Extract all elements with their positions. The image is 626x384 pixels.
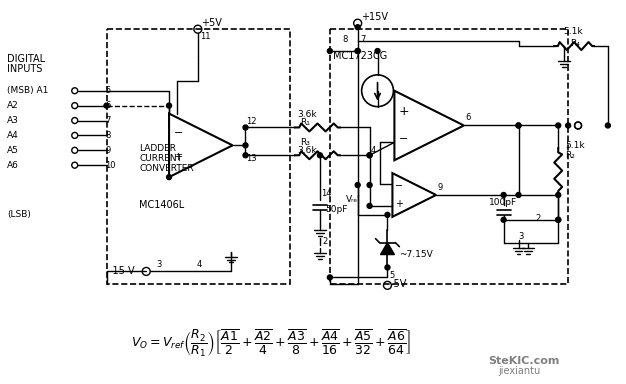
Circle shape	[501, 192, 506, 197]
Text: 7: 7	[106, 116, 111, 125]
Text: +: +	[398, 105, 409, 118]
Circle shape	[556, 217, 561, 222]
Text: 6: 6	[465, 113, 470, 122]
Text: A5: A5	[8, 146, 19, 155]
Circle shape	[516, 123, 521, 128]
Circle shape	[516, 123, 521, 128]
Text: 13: 13	[247, 154, 257, 163]
Circle shape	[167, 103, 172, 108]
Text: 2: 2	[535, 214, 540, 223]
Circle shape	[243, 125, 248, 130]
Polygon shape	[381, 243, 394, 255]
Text: 3: 3	[156, 260, 162, 269]
Circle shape	[375, 48, 380, 53]
Text: +15V: +15V	[361, 12, 387, 22]
Circle shape	[385, 265, 390, 270]
Text: MC1406L: MC1406L	[139, 200, 185, 210]
Polygon shape	[169, 114, 233, 177]
Circle shape	[367, 204, 372, 209]
Text: A2: A2	[8, 101, 19, 110]
Text: A6: A6	[8, 161, 19, 170]
Text: 9: 9	[106, 146, 111, 155]
Text: 4: 4	[197, 260, 202, 269]
Text: 3.6k: 3.6k	[297, 146, 317, 155]
Circle shape	[385, 212, 390, 217]
Circle shape	[556, 192, 561, 197]
Circle shape	[367, 153, 372, 158]
Text: -15 V: -15 V	[110, 266, 135, 276]
Text: 5.1k: 5.1k	[565, 141, 585, 150]
Circle shape	[167, 175, 172, 180]
Circle shape	[317, 153, 322, 158]
Circle shape	[243, 153, 248, 158]
Text: 14: 14	[321, 189, 331, 199]
Circle shape	[605, 123, 610, 128]
Circle shape	[355, 25, 360, 30]
Circle shape	[327, 275, 332, 280]
Text: +: +	[396, 199, 403, 209]
Circle shape	[367, 182, 372, 187]
Text: 4: 4	[371, 146, 376, 155]
Circle shape	[327, 48, 332, 53]
Text: A3: A3	[8, 116, 19, 125]
Text: R₄: R₄	[570, 38, 580, 48]
Text: 7: 7	[361, 35, 366, 44]
Text: SteKIC.com: SteKIC.com	[489, 356, 560, 366]
Circle shape	[355, 182, 360, 187]
Text: (LSB): (LSB)	[8, 210, 31, 219]
Text: INPUTS: INPUTS	[8, 64, 43, 74]
Text: 2: 2	[322, 237, 327, 246]
Text: 3: 3	[518, 232, 524, 241]
Circle shape	[501, 217, 506, 222]
Text: 3.6k: 3.6k	[297, 110, 317, 119]
Circle shape	[355, 48, 360, 53]
Text: A4: A4	[8, 131, 19, 140]
Text: Vᵣₑᶠ: Vᵣₑᶠ	[346, 195, 361, 204]
Circle shape	[556, 123, 561, 128]
Text: -5V: -5V	[391, 279, 407, 289]
Text: 6: 6	[106, 101, 111, 110]
Text: jiexiantu: jiexiantu	[499, 366, 541, 376]
Text: (MSB) A1: (MSB) A1	[8, 86, 49, 95]
Text: 9: 9	[437, 182, 443, 192]
Text: ~7.15V: ~7.15V	[399, 250, 433, 259]
Circle shape	[516, 192, 521, 197]
Circle shape	[104, 103, 109, 108]
Text: 5.1k: 5.1k	[563, 26, 583, 36]
Text: 8: 8	[106, 131, 111, 140]
Text: −: −	[396, 181, 404, 191]
Circle shape	[566, 123, 571, 128]
Text: +: +	[174, 152, 183, 162]
Text: LADDER: LADDER	[139, 144, 177, 153]
Text: 8: 8	[342, 35, 348, 44]
Text: R₃: R₃	[300, 138, 310, 147]
Text: −: −	[174, 128, 183, 138]
Text: 5: 5	[106, 86, 111, 95]
Text: 50pF: 50pF	[325, 205, 347, 214]
Text: −: −	[398, 134, 408, 144]
Text: R₁: R₁	[300, 118, 310, 127]
Text: 5: 5	[389, 271, 394, 280]
Circle shape	[355, 48, 360, 53]
Text: 100pF: 100pF	[489, 199, 517, 207]
Text: $V_O = V_{ref}\left(\dfrac{R_2}{R_1}\right)\left[\dfrac{\overline{A1}}{2}+\dfrac: $V_O = V_{ref}\left(\dfrac{R_2}{R_1}\rig…	[131, 328, 412, 359]
Text: +5V: +5V	[201, 18, 222, 28]
Text: CONVERTER: CONVERTER	[139, 164, 194, 173]
Text: CURRENT: CURRENT	[139, 154, 182, 163]
Polygon shape	[393, 173, 436, 217]
Text: MC1723CG: MC1723CG	[333, 51, 387, 61]
Circle shape	[556, 217, 561, 222]
Text: 10: 10	[106, 161, 116, 170]
Circle shape	[243, 143, 248, 148]
Circle shape	[367, 153, 372, 158]
Text: R₂: R₂	[565, 151, 575, 160]
Polygon shape	[394, 91, 464, 160]
Text: DIGITAL: DIGITAL	[8, 54, 45, 64]
Text: 11: 11	[200, 31, 210, 41]
Text: 12: 12	[247, 117, 257, 126]
